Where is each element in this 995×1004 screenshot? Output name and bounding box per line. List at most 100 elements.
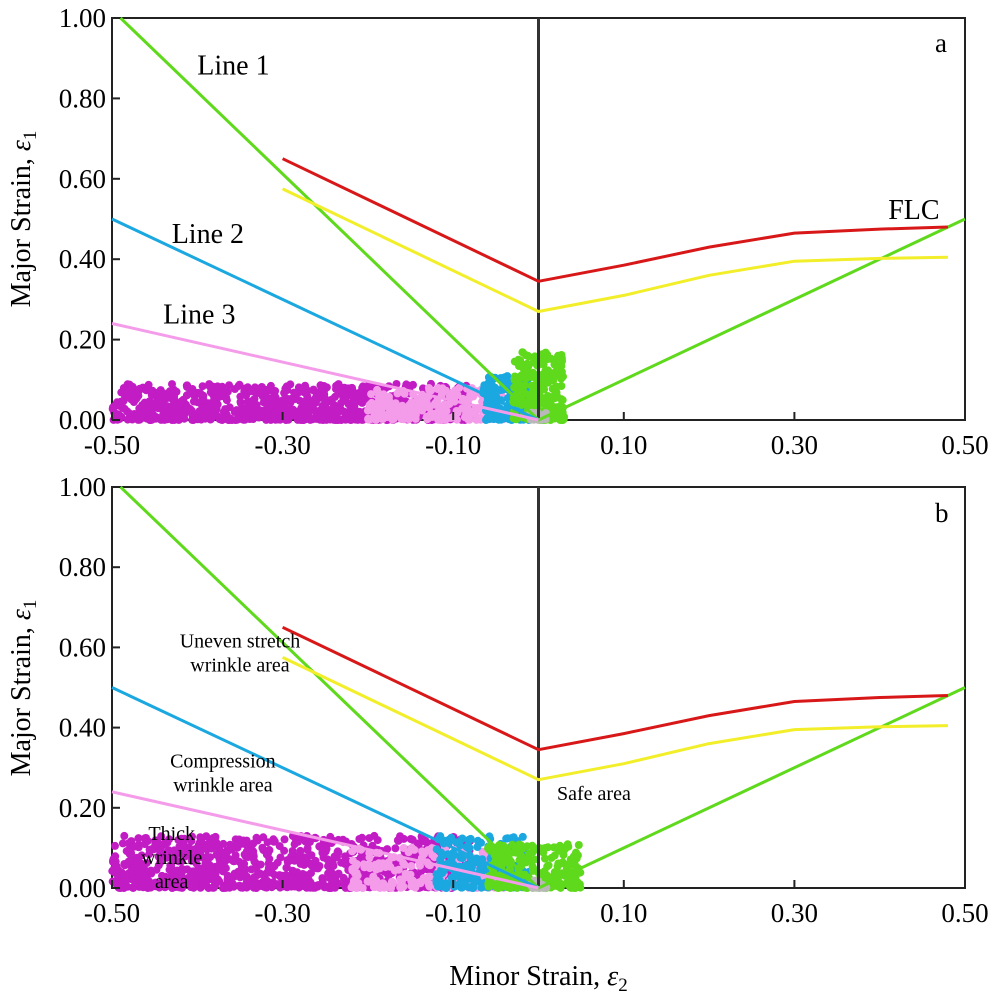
scatter-point xyxy=(363,406,372,415)
scatter-point xyxy=(256,860,265,869)
scatter-point xyxy=(484,882,493,891)
scatter-point xyxy=(394,404,403,412)
scatter-point xyxy=(249,415,258,423)
scatter-point xyxy=(528,841,537,850)
scatter-point xyxy=(411,414,420,423)
scatter-point xyxy=(139,883,148,892)
scatter-point xyxy=(420,850,429,858)
scatter-point xyxy=(359,860,368,869)
scatter-point xyxy=(304,408,313,417)
scatter-point xyxy=(512,883,521,892)
scatter-point xyxy=(222,883,231,892)
scatter-point xyxy=(196,389,205,398)
scatter-point xyxy=(477,883,486,892)
scatter-point xyxy=(369,872,378,881)
scatter-point xyxy=(367,390,376,399)
scatter-point xyxy=(288,882,297,891)
x-tick-label: -0.30 xyxy=(254,898,310,928)
scatter-point xyxy=(529,387,537,396)
scatter-point xyxy=(400,860,409,869)
scatter-point xyxy=(218,382,227,391)
line-series-2 xyxy=(111,790,539,890)
scatter-point xyxy=(436,855,445,864)
scatter-point xyxy=(333,405,342,414)
x-tick-label: 0.30 xyxy=(771,898,818,928)
scatter-point xyxy=(268,882,277,891)
scatter-point xyxy=(348,847,357,856)
scatter-point xyxy=(557,374,566,383)
scatter-point xyxy=(517,852,526,860)
scatter-point xyxy=(562,863,571,872)
scatter-point xyxy=(311,856,320,865)
x-tick-label: -0.50 xyxy=(84,430,140,460)
scatter-point xyxy=(155,387,164,396)
scatter-point xyxy=(400,408,408,417)
scatter-point xyxy=(318,407,327,416)
scatter-point xyxy=(290,388,298,397)
scatter-point xyxy=(180,846,188,854)
scatter-point xyxy=(312,864,321,873)
scatter-point xyxy=(480,384,489,393)
scatter-point xyxy=(198,404,207,413)
area-label: Uneven stretch wrinkle area xyxy=(180,630,301,676)
scatter-point xyxy=(326,870,335,879)
scatter-point xyxy=(158,848,167,857)
scatter-point xyxy=(551,843,560,852)
scatter-point xyxy=(323,883,332,892)
scatter-point xyxy=(319,394,328,403)
scatter-point xyxy=(309,385,318,394)
scatter-point xyxy=(433,385,442,393)
x-tick-label: -0.50 xyxy=(84,898,140,928)
y-tick-label: 0.60 xyxy=(59,632,106,662)
scatter-point xyxy=(121,386,130,395)
scatter-point xyxy=(243,383,252,392)
area-label: Compression wrinkle area xyxy=(170,751,276,797)
scatter-point xyxy=(374,413,383,422)
line-series-2 xyxy=(111,322,539,422)
scatter-point xyxy=(192,859,201,868)
scatter-point xyxy=(327,414,336,422)
scatter-point xyxy=(556,859,565,868)
scatter-point xyxy=(379,397,388,406)
scatter-point xyxy=(263,876,272,885)
scatter-point xyxy=(156,399,164,408)
scatter-point xyxy=(529,866,538,875)
scatter-point xyxy=(438,410,447,419)
scatter-point xyxy=(183,382,191,391)
scatter-point xyxy=(349,404,357,413)
scatter-point xyxy=(259,882,268,891)
scatter-point xyxy=(264,849,272,858)
scatter-point xyxy=(118,404,127,413)
scatter-series-0 xyxy=(108,379,474,424)
scatter-point xyxy=(140,840,149,849)
scatter-point xyxy=(407,862,416,870)
scatter-point xyxy=(425,882,434,891)
y-tick-label: 0.60 xyxy=(59,164,106,194)
scatter-point xyxy=(203,852,212,861)
scatter-point xyxy=(318,848,327,857)
scatter-point xyxy=(248,397,257,405)
scatter-point xyxy=(407,882,416,890)
scatter-point xyxy=(215,860,224,869)
scatter-point xyxy=(333,848,342,857)
scatter-point xyxy=(219,839,228,848)
scatter-point xyxy=(250,857,259,866)
scatter-point xyxy=(241,865,250,874)
scatter-point xyxy=(115,410,123,419)
scatter-point xyxy=(282,394,291,403)
area-label: Safe area xyxy=(557,783,631,805)
scatter-point xyxy=(385,403,394,412)
scatter-point xyxy=(339,873,348,882)
scatter-point xyxy=(397,415,406,424)
y-tick-label: 0.40 xyxy=(59,713,106,743)
scatter-point xyxy=(394,865,403,874)
scatter-point xyxy=(236,392,245,401)
scatter-point xyxy=(187,837,196,846)
scatter-point xyxy=(236,399,245,408)
scatter-point xyxy=(401,873,410,882)
scatter-point xyxy=(258,843,267,852)
scatter-point xyxy=(385,397,394,406)
line-series-4 xyxy=(281,187,948,313)
scatter-point xyxy=(216,392,225,400)
scatter-point xyxy=(364,415,373,424)
